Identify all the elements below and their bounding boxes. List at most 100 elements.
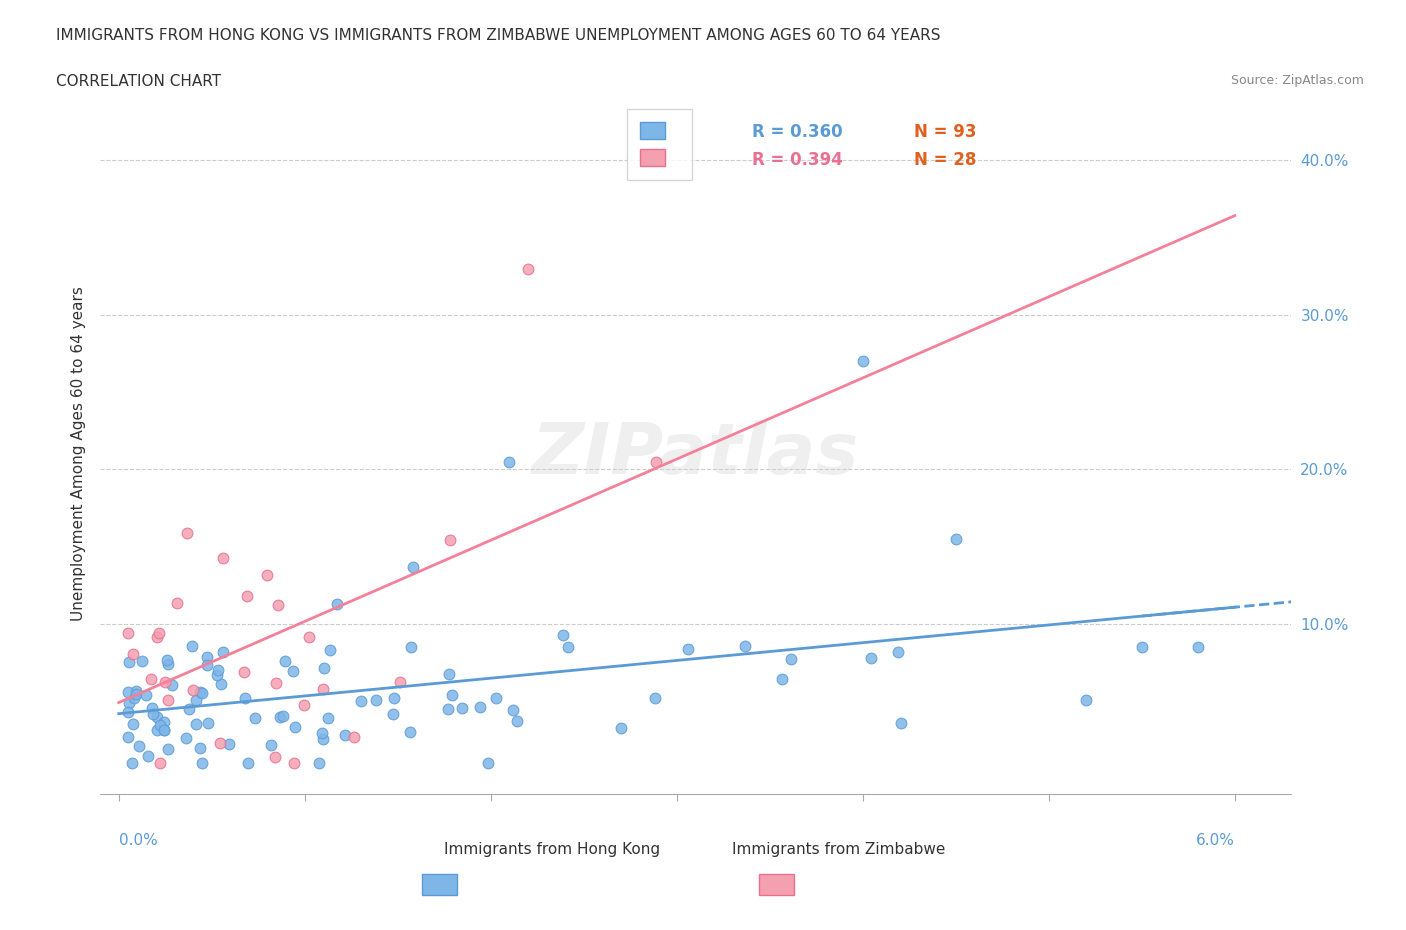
Text: IMMIGRANTS FROM HONG KONG VS IMMIGRANTS FROM ZIMBABWE UNEMPLOYMENT AMONG AGES 60: IMMIGRANTS FROM HONG KONG VS IMMIGRANTS … xyxy=(56,28,941,43)
Point xyxy=(122,691,145,706)
Point xyxy=(149,756,172,771)
Point xyxy=(312,682,335,697)
Point xyxy=(238,756,260,771)
Point xyxy=(205,667,228,682)
Point xyxy=(364,693,387,708)
Point xyxy=(142,707,165,722)
Point xyxy=(887,644,910,659)
Point xyxy=(135,687,157,702)
Point xyxy=(350,693,373,708)
Point xyxy=(437,701,460,716)
Point xyxy=(502,702,524,717)
Legend: , : , xyxy=(627,109,692,180)
Point xyxy=(283,756,305,771)
Point xyxy=(381,706,404,721)
Point xyxy=(645,455,668,470)
Point xyxy=(184,692,207,707)
Text: N = 28: N = 28 xyxy=(914,151,976,169)
Point xyxy=(274,654,297,669)
Point xyxy=(298,630,321,644)
Point xyxy=(117,729,139,744)
Point xyxy=(122,646,145,661)
Point xyxy=(156,693,179,708)
Point xyxy=(208,736,231,751)
Point xyxy=(319,643,342,658)
Point xyxy=(506,713,529,728)
Text: N = 93: N = 93 xyxy=(914,123,976,141)
Point xyxy=(1187,640,1209,655)
Point xyxy=(267,597,290,612)
Text: ZIPatlas: ZIPatlas xyxy=(531,419,859,488)
Text: 6.0%: 6.0% xyxy=(1197,832,1234,848)
Point xyxy=(152,714,174,729)
Point xyxy=(145,710,167,724)
Point xyxy=(121,756,143,771)
Point xyxy=(852,353,875,368)
Point xyxy=(181,683,204,698)
Point xyxy=(209,676,232,691)
Point xyxy=(389,675,412,690)
Point xyxy=(232,664,254,679)
Point xyxy=(260,737,283,752)
Point xyxy=(160,677,183,692)
Point xyxy=(176,526,198,541)
Point xyxy=(283,664,305,679)
Point xyxy=(676,642,699,657)
Point xyxy=(148,626,170,641)
Point xyxy=(195,650,218,665)
Point xyxy=(188,740,211,755)
Point xyxy=(117,684,139,699)
Point xyxy=(184,716,207,731)
Point xyxy=(145,723,167,737)
Point xyxy=(243,711,266,725)
Point xyxy=(269,710,291,724)
Point xyxy=(439,532,461,547)
Point xyxy=(128,739,150,754)
Point xyxy=(191,756,214,771)
Text: Immigrants from Zimbabwe: Immigrants from Zimbabwe xyxy=(731,842,945,857)
Bar xyxy=(422,874,457,895)
Point xyxy=(166,595,188,610)
Point xyxy=(181,639,204,654)
Point xyxy=(212,644,235,659)
Point xyxy=(1130,640,1153,655)
Point xyxy=(890,715,912,730)
Point xyxy=(311,731,333,746)
Point xyxy=(118,696,141,711)
Point xyxy=(131,654,153,669)
Point xyxy=(860,651,883,666)
Point xyxy=(610,721,633,736)
Point xyxy=(122,716,145,731)
Point xyxy=(343,730,366,745)
Point xyxy=(153,723,176,737)
Point xyxy=(188,684,211,699)
Point xyxy=(264,675,287,690)
Point xyxy=(316,711,339,725)
Point xyxy=(382,690,405,705)
Point xyxy=(308,756,330,771)
Point xyxy=(195,658,218,672)
Point xyxy=(145,630,167,644)
Point xyxy=(256,567,278,582)
Point xyxy=(437,667,460,682)
Point xyxy=(485,690,508,705)
Point xyxy=(1076,692,1098,707)
Point xyxy=(399,724,422,739)
Bar xyxy=(759,874,794,895)
Point xyxy=(139,671,162,686)
Point xyxy=(451,700,474,715)
Point xyxy=(218,736,240,751)
Point xyxy=(335,728,357,743)
Point xyxy=(644,690,666,705)
Point xyxy=(311,725,333,740)
Point xyxy=(312,661,335,676)
Point xyxy=(136,749,159,764)
Point xyxy=(179,701,201,716)
Point xyxy=(477,756,499,771)
Point xyxy=(191,685,214,700)
Point xyxy=(470,699,492,714)
Point xyxy=(157,657,180,671)
Point xyxy=(401,560,423,575)
Text: 0.0%: 0.0% xyxy=(118,832,157,848)
Point xyxy=(779,652,801,667)
